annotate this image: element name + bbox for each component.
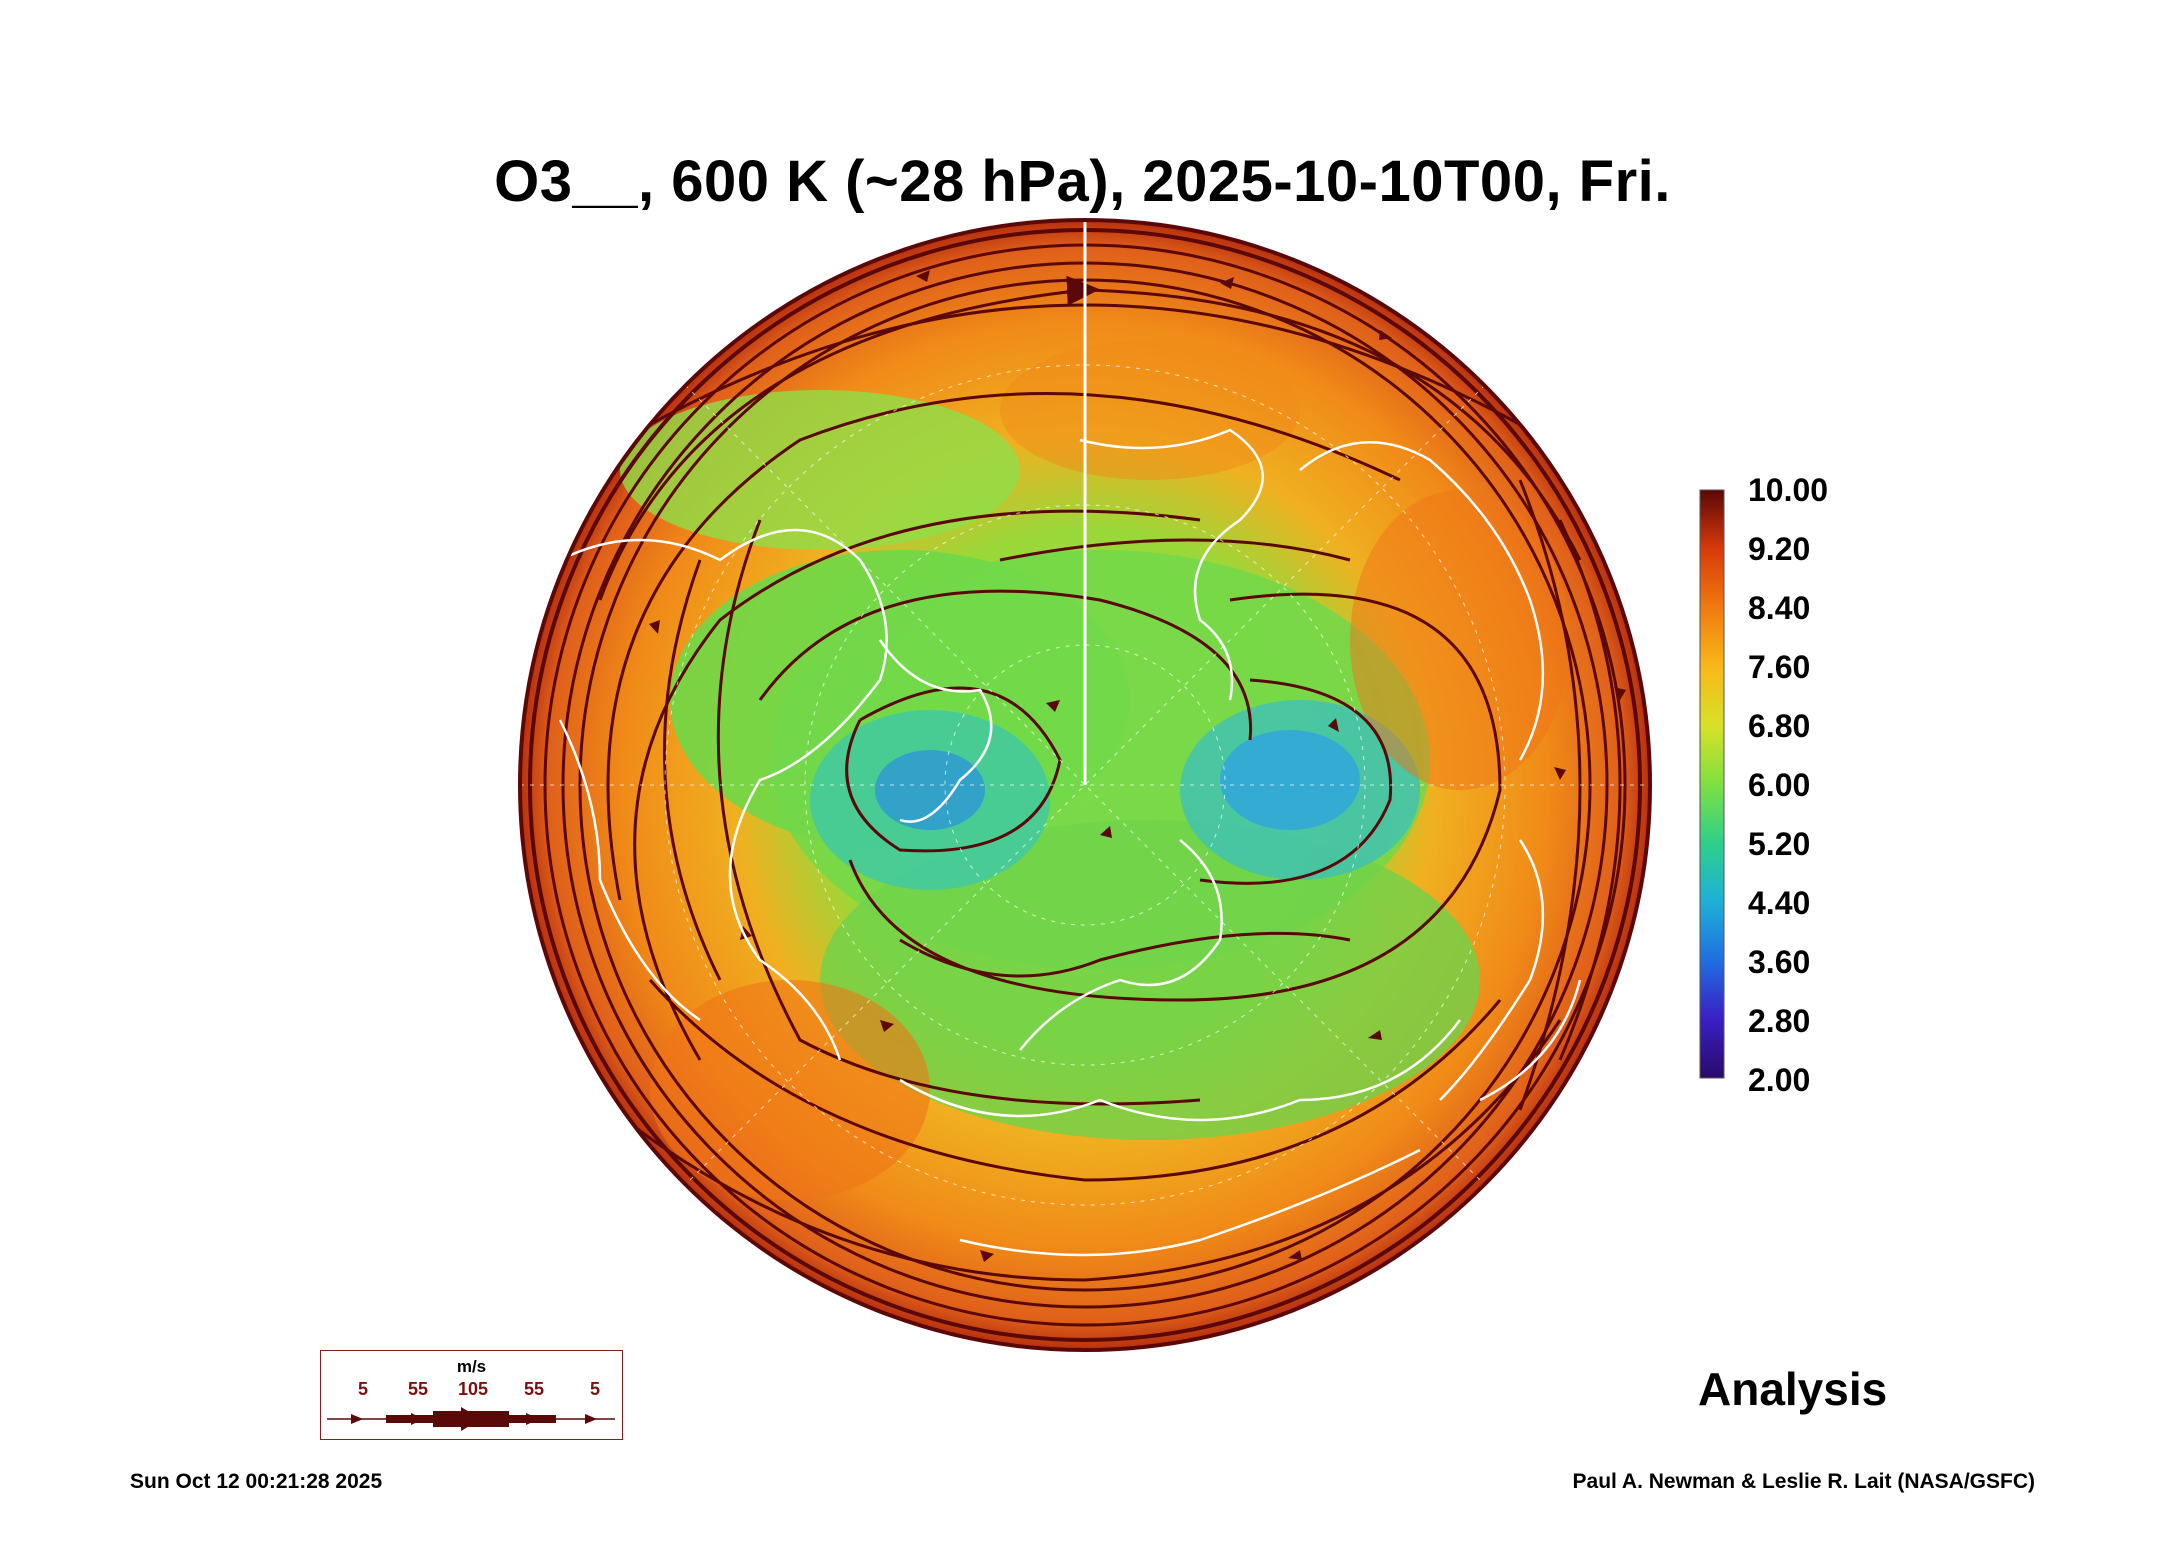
- legend-unit: m/s: [456, 1357, 487, 1376]
- colorbar-label: 5.20: [1748, 826, 1811, 862]
- analysis-label: Analysis: [1698, 1363, 1888, 1415]
- graticule: [520, 364, 1650, 1206]
- streamline-arrows: [649, 270, 1626, 1262]
- plot-title: O3__, 600 K (~28 hPa), 2025-10-10T00, Fr…: [494, 149, 1671, 214]
- colorbar-label: 8.40: [1748, 590, 1811, 626]
- colorbar-label: 2.00: [1748, 1062, 1811, 1098]
- legend-speed: 5: [589, 1379, 601, 1399]
- colorbar-label: 3.60: [1748, 944, 1811, 980]
- legend-speed: 5: [357, 1379, 369, 1399]
- colorbar-label: 9.20: [1748, 531, 1811, 567]
- legend-speed: 105: [457, 1379, 489, 1399]
- coastlines: [558, 428, 1582, 1257]
- colorbar: [1699, 489, 1725, 1079]
- legend-stroke-widths: [327, 1407, 615, 1431]
- ozone-field: [520, 220, 1650, 1350]
- globe-border: [518, 218, 1652, 1352]
- colorbar-label: 6.80: [1748, 708, 1811, 744]
- colorbar-label: 2.80: [1748, 1003, 1811, 1039]
- legend-speed: 55: [407, 1379, 429, 1399]
- timestamp: Sun Oct 12 00:21:28 2025: [130, 1470, 383, 1493]
- colorbar-label: 4.40: [1748, 885, 1811, 921]
- colorbar-label: 10.00: [1748, 472, 1829, 508]
- wind-speed-legend: m/s 5 55 105 55 5: [320, 1350, 623, 1440]
- colorbar-label: 6.00: [1748, 767, 1811, 803]
- credit: Paul A. Newman & Leslie R. Lait (NASA/GS…: [1572, 1470, 2035, 1493]
- legend-speed: 55: [523, 1379, 545, 1399]
- colorbar-label: 7.60: [1748, 649, 1811, 685]
